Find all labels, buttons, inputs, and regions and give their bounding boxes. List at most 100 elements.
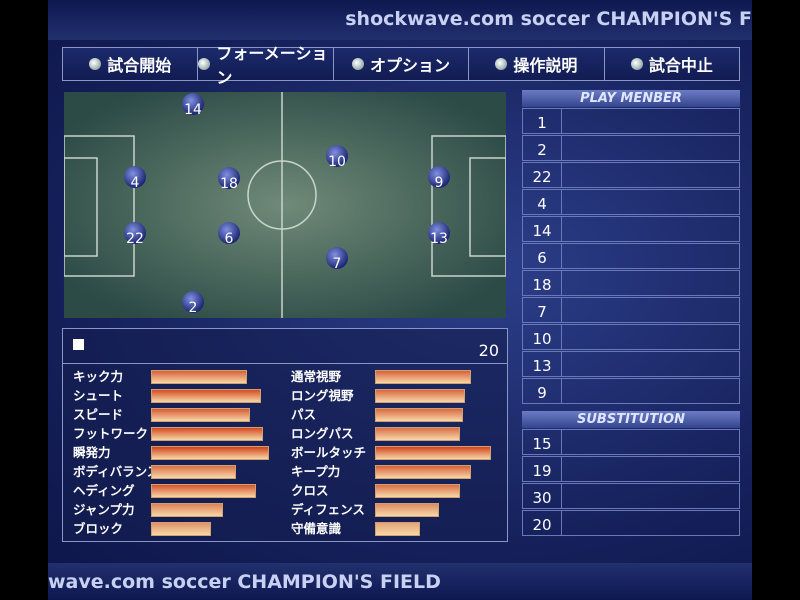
stat-label: ディフェンス <box>291 502 365 517</box>
roster-row[interactable]: 19 <box>522 456 740 482</box>
menu-label: 試合中止 <box>648 56 713 75</box>
menu-button[interactable]: 試合開始 <box>63 48 199 80</box>
player-number: 18 <box>220 176 238 192</box>
menu-bar: 試合開始 フォーメーション オプション 操作説明 試合中止 <box>62 44 740 87</box>
roster-row[interactable]: 7 <box>522 297 740 323</box>
stat-bar <box>375 427 460 441</box>
stat-bar <box>375 522 421 536</box>
ball-icon <box>630 58 643 70</box>
player-number: 13 <box>430 231 448 247</box>
player-token <box>326 247 348 269</box>
stat-label: 瞬発力 <box>73 445 111 460</box>
stat-bar <box>151 370 247 384</box>
roster-row[interactable]: 1 <box>522 108 740 134</box>
pitch <box>64 92 506 318</box>
roster-number: 1 <box>523 109 562 133</box>
player-number: 7 <box>333 256 342 272</box>
roster-row[interactable]: 14 <box>522 216 740 242</box>
stat-label: ボディバランス <box>73 464 160 479</box>
members-title: PLAY MENBER <box>522 90 740 107</box>
stat-bar <box>151 389 261 403</box>
roster-row[interactable]: 20 <box>522 510 740 536</box>
ball-icon <box>495 58 508 70</box>
roster-number: 13 <box>523 352 562 376</box>
menu-label: 操作説明 <box>513 56 578 75</box>
roster-number: 7 <box>523 298 562 322</box>
player-number: 14 <box>184 102 202 118</box>
stat-label: クロス <box>291 483 329 498</box>
stat-label: 通常視野 <box>291 369 342 384</box>
menu-button[interactable]: 試合中止 <box>604 48 740 80</box>
roster-row[interactable]: 2 <box>522 135 740 161</box>
roster-row[interactable]: 30 <box>522 483 740 509</box>
roster-row[interactable]: 6 <box>522 243 740 269</box>
roster-number: 15 <box>523 430 562 454</box>
roster-number: 2 <box>523 136 562 160</box>
roster-number: 14 <box>523 217 562 241</box>
pitch-lines <box>64 92 506 318</box>
roster-number: 19 <box>523 457 562 481</box>
stat-bar <box>151 427 264 441</box>
roster-number: 10 <box>523 325 562 349</box>
stat-bar <box>375 389 465 403</box>
roster-row[interactable]: 4 <box>522 189 740 215</box>
menu-button[interactable]: 操作説明 <box>469 48 605 80</box>
player-token <box>182 93 204 115</box>
roster-row[interactable]: 13 <box>522 351 740 377</box>
stat-bar <box>151 408 251 422</box>
roster-row[interactable]: 15 <box>522 429 740 455</box>
ball-icon <box>198 58 211 70</box>
roster-row[interactable]: 9 <box>522 378 740 404</box>
roster-row[interactable]: 10 <box>522 324 740 350</box>
stat-label: ジャンプ力 <box>73 502 135 517</box>
ball-icon <box>352 58 364 70</box>
player-number: 6 <box>225 231 234 247</box>
field: 14 10 4 18 9 22 6 13 7 2 <box>64 92 506 318</box>
roster-number: 9 <box>523 379 562 403</box>
menu-label: 試合開始 <box>107 56 172 75</box>
roster-row[interactable]: 22 <box>522 162 740 188</box>
divider <box>63 363 507 364</box>
ball-icon <box>89 58 102 70</box>
stat-label: パス <box>291 407 317 422</box>
edge <box>752 0 800 600</box>
player-number: 22 <box>126 231 144 247</box>
player-number: 20 <box>478 341 499 360</box>
roster-number: 30 <box>523 484 562 508</box>
player-token <box>182 291 204 313</box>
stat-label: 守備意識 <box>291 521 342 536</box>
stat-bar <box>151 446 270 460</box>
stat-bar <box>151 484 257 498</box>
substitution-title: SUBSTITUTION <box>522 411 740 428</box>
stat-bar <box>151 522 211 536</box>
roster-number: 22 <box>523 163 562 187</box>
header-title: shockwave.com soccer CHAMPION'S F <box>48 0 752 40</box>
stat-bar <box>151 465 236 479</box>
player-token <box>124 166 146 188</box>
player-number: 9 <box>435 175 444 191</box>
player-number: 2 <box>189 300 198 316</box>
player-marker <box>73 339 84 350</box>
stat-label: シュート <box>73 388 124 403</box>
stat-bar <box>375 465 471 479</box>
roster-number: 20 <box>523 511 562 535</box>
stat-label: ロング視野 <box>291 388 354 403</box>
roster-number: 4 <box>523 190 562 214</box>
stat-label: ロングパス <box>291 426 354 441</box>
menu-label: オプション <box>370 56 451 75</box>
player-number: 4 <box>131 175 140 191</box>
stat-bar <box>375 446 491 460</box>
stat-bar <box>375 370 471 384</box>
roster-row[interactable]: 18 <box>522 270 740 296</box>
player-token <box>218 167 240 189</box>
menu-button[interactable]: フォーメーション <box>198 44 334 87</box>
player-token <box>124 222 146 244</box>
stat-label: キック力 <box>73 369 124 384</box>
player-token <box>428 166 450 188</box>
stat-label: スピード <box>73 407 124 422</box>
menu-button[interactable]: オプション <box>333 48 470 80</box>
stat-label: キープ力 <box>291 464 341 479</box>
edge <box>0 0 48 600</box>
